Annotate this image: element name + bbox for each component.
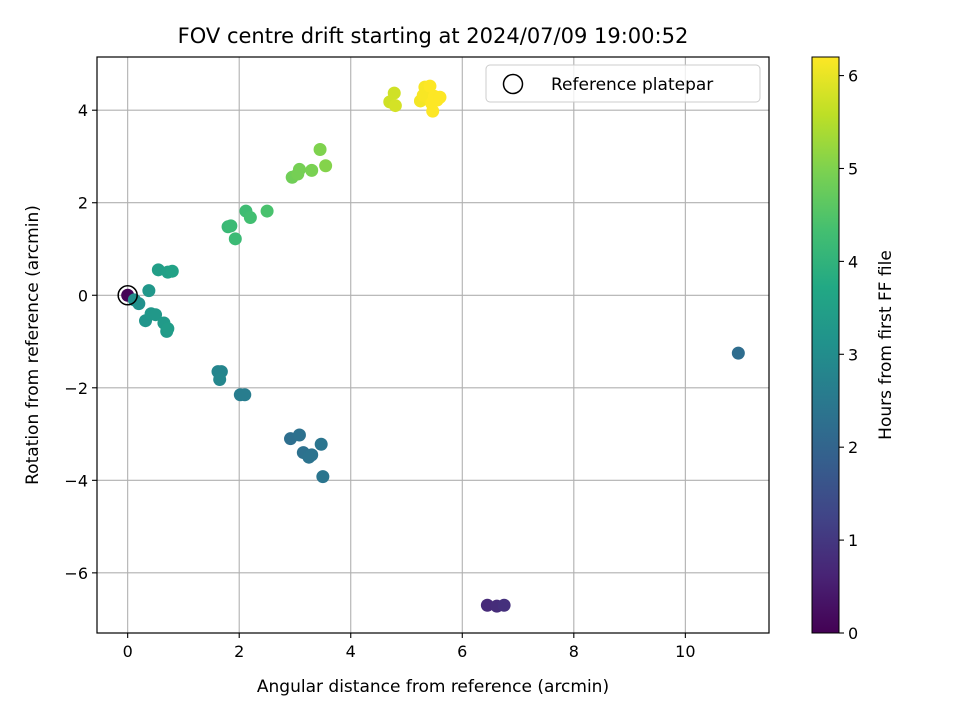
data-point [165, 264, 179, 278]
data-point [243, 211, 257, 225]
colorbar-tick-label: 3 [848, 345, 858, 364]
y-tick-label: −2 [64, 379, 88, 398]
colorbar-tick-label: 0 [848, 624, 858, 643]
data-point [305, 163, 319, 177]
y-tick-label: 0 [78, 286, 88, 305]
y-tick-label: 2 [78, 194, 88, 213]
x-tick-label: 10 [675, 642, 695, 661]
data-point [149, 308, 163, 322]
data-point [319, 159, 333, 173]
data-point [480, 598, 494, 612]
x-tick-label: 8 [569, 642, 579, 661]
data-point [433, 90, 447, 104]
x-tick-label: 2 [234, 642, 244, 661]
reference-marker-group [117, 285, 138, 306]
data-points [121, 79, 745, 613]
data-point [497, 598, 511, 612]
y-tick-label: −6 [64, 564, 88, 583]
colorbar-ticks: 0 1 2 3 4 5 6 [839, 67, 858, 643]
legend: Reference platepar [485, 64, 761, 103]
data-point [260, 204, 274, 218]
x-tick-label: 6 [457, 642, 467, 661]
data-point [387, 86, 401, 100]
data-point [426, 104, 440, 118]
colorbar-tick-label: 6 [848, 67, 858, 86]
legend-reference-marker-icon [502, 73, 524, 95]
y-tick-label: −4 [64, 471, 88, 490]
data-point [731, 346, 745, 360]
y-axis-label: Rotation from reference (arcmin) [23, 205, 43, 485]
colorbar-tick-label: 1 [848, 531, 858, 550]
y-tick-label: 4 [78, 101, 88, 120]
colorbar-tick-label: 4 [848, 252, 858, 271]
data-point [316, 470, 330, 484]
x-tick-label: 4 [346, 642, 356, 661]
reference-platepar-marker [117, 285, 138, 306]
grid-lines [97, 57, 769, 633]
legend-label: Reference platepar [551, 75, 713, 95]
x-axis-ticks: 0 2 4 6 8 10 [123, 633, 696, 661]
data-point [423, 79, 437, 93]
data-point [388, 99, 402, 113]
data-point [314, 437, 328, 451]
colorbar-tick-label: 2 [848, 438, 858, 457]
data-point [292, 162, 306, 176]
y-axis-ticks: −6 −4 −2 0 2 4 [64, 101, 97, 583]
data-point [313, 143, 327, 157]
colorbar-tick-label: 5 [848, 159, 858, 178]
data-point [224, 219, 238, 233]
plot-frame [96, 56, 770, 634]
legend-box [485, 64, 761, 103]
x-axis-label: Angular distance from reference (arcmin) [257, 677, 609, 697]
colorbar-label: Hours from first FF file [876, 250, 896, 440]
data-point [305, 448, 319, 462]
chart-title: FOV centre drift starting at 2024/07/09 … [178, 24, 689, 48]
data-point [142, 284, 156, 298]
colorbar [811, 56, 840, 634]
data-point [238, 388, 252, 402]
data-point [161, 322, 175, 336]
x-tick-label: 0 [123, 642, 133, 661]
data-point [228, 232, 242, 246]
data-point [132, 297, 146, 311]
data-point [213, 372, 227, 386]
data-point [292, 428, 306, 442]
